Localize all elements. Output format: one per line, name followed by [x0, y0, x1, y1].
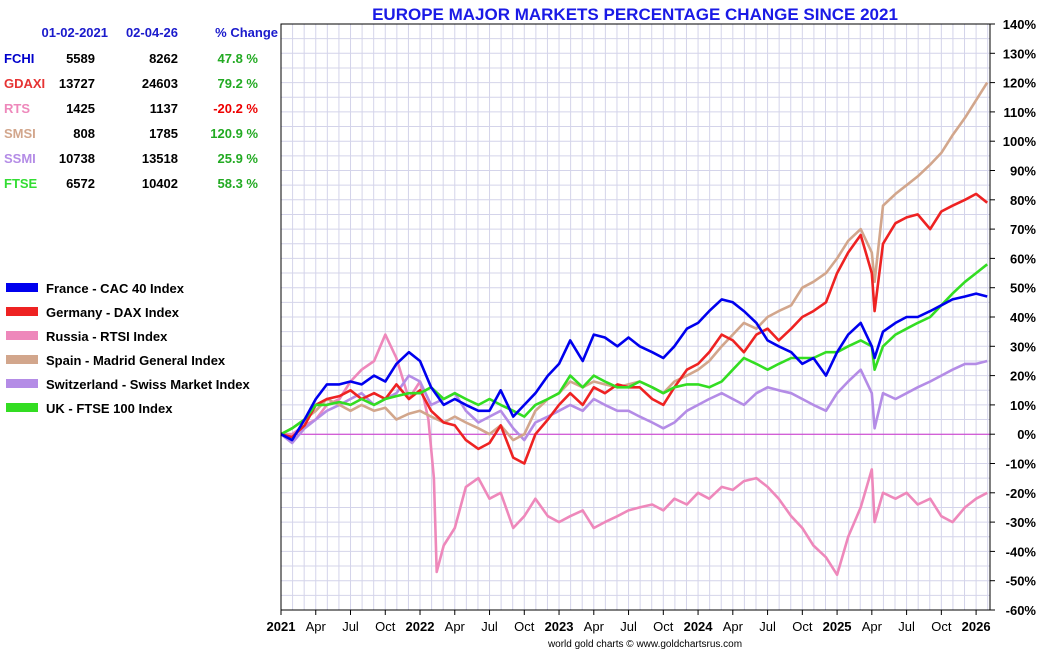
y-tick-label: 70% — [1010, 222, 1036, 237]
legend-label: Switzerland - Swiss Market Index — [46, 377, 250, 392]
legend-label: Spain - Madrid General Index — [46, 353, 226, 368]
table-row-change: 120.9 % — [210, 126, 258, 141]
table-row-name: FCHI — [4, 51, 34, 66]
y-tick-label: -50% — [1006, 574, 1037, 589]
x-tick-label: Oct — [653, 619, 674, 634]
chart-title: EUROPE MAJOR MARKETS PERCENTAGE CHANGE S… — [372, 5, 898, 24]
x-tick-label: Jul — [620, 619, 637, 634]
y-tick-label: -40% — [1006, 544, 1037, 559]
x-tick-label: Oct — [514, 619, 535, 634]
y-tick-label: 60% — [1010, 251, 1036, 266]
series-line-4 — [280, 359, 988, 445]
table-row-end: 8262 — [149, 51, 178, 66]
legend-swatch — [6, 355, 38, 364]
x-tick-label: Oct — [375, 619, 396, 634]
table-row-end: 10402 — [142, 176, 178, 191]
y-tick-label: -20% — [1006, 486, 1037, 501]
series-lines — [280, 81, 989, 577]
x-tick-label: 2026 — [962, 619, 991, 634]
y-tick-label: 120% — [1003, 76, 1037, 91]
x-tick-label: Oct — [931, 619, 952, 634]
data-table: 01-02-2021 02-04-26 % Change FCHI 5589 8262 47… — [4, 25, 278, 191]
table-row-end: 1785 — [149, 126, 178, 141]
series-line-2 — [281, 333, 988, 577]
legend-label: UK - FTSE 100 Index — [46, 401, 173, 416]
x-tick-label: Oct — [792, 619, 813, 634]
legend-swatch — [6, 379, 38, 388]
table-row-start: 6572 — [66, 176, 95, 191]
y-tick-label: 10% — [1010, 398, 1036, 413]
table-row-change: 47.8 % — [218, 51, 259, 66]
y-tick-label: -30% — [1006, 515, 1037, 530]
table-header: % Change — [215, 25, 278, 40]
y-tick-label: -10% — [1006, 457, 1037, 472]
x-tick-label: Jul — [481, 619, 498, 634]
legend-swatch — [6, 307, 38, 316]
table-row-name: FTSE — [4, 176, 38, 191]
y-tick-label: 110% — [1003, 105, 1036, 120]
x-tick-label: 2022 — [406, 619, 435, 634]
y-tick-label: 100% — [1003, 134, 1037, 149]
legend-swatch — [6, 403, 38, 412]
table-row-end: 13518 — [142, 151, 178, 166]
table-row-end: 1137 — [150, 101, 178, 116]
table-row-change: 79.2 % — [218, 76, 259, 91]
legend: France - CAC 40 Index Germany - DAX Index… — [6, 281, 250, 416]
table-row-change: 58.3 % — [218, 176, 259, 191]
x-tick-label: Jul — [342, 619, 359, 634]
x-tick-label: Jul — [898, 619, 915, 634]
y-axis: -60% -50% -40% -30% -20% -10% 0% 10% 20% 30% 40% 50… — [990, 17, 1036, 618]
series-line-1 — [280, 192, 989, 465]
table-header: 02-04-26 — [126, 25, 178, 40]
legend-swatch — [6, 331, 38, 340]
credit-text: world gold charts © www.goldchartsrus.co… — [547, 639, 742, 650]
table-row-start: 13727 — [59, 76, 95, 91]
table-row-end: 24603 — [142, 76, 178, 91]
series-line-5 — [280, 263, 989, 436]
y-tick-label: 0% — [1017, 427, 1036, 442]
legend-label: Germany - DAX Index — [46, 305, 180, 320]
table-row-start: 1425 — [66, 101, 95, 116]
x-tick-label: Apr — [584, 619, 605, 634]
x-tick-label: Apr — [862, 619, 883, 634]
x-tick-label: Jul — [759, 619, 776, 634]
table-row-name: RTS — [4, 101, 30, 116]
y-tick-label: 20% — [1010, 369, 1036, 384]
table-row-name: SMSI — [4, 126, 36, 141]
x-tick-label: 2025 — [823, 619, 852, 634]
table-row-change: -20.2 % — [213, 101, 258, 116]
table-row-name: SSMI — [4, 151, 36, 166]
y-tick-label: 30% — [1010, 339, 1036, 354]
series-line-0 — [280, 292, 988, 442]
table-row-name: GDAXI — [4, 76, 45, 91]
x-tick-label: 2024 — [684, 619, 714, 634]
y-tick-label: 90% — [1010, 164, 1036, 179]
table-row-start: 5589 — [66, 51, 95, 66]
y-tick-label: -60% — [1006, 603, 1037, 618]
y-tick-label: 50% — [1010, 281, 1036, 296]
table-row-start: 808 — [73, 126, 95, 141]
x-tick-label: 2021 — [267, 619, 296, 634]
x-axis: 2021 Apr Jul Oct 2022 Apr Jul Oct 2023 Apr Jul Oct 2… — [267, 610, 991, 634]
legend-swatch — [6, 283, 38, 292]
table-row-start: 10738 — [59, 151, 95, 166]
legend-label: France - CAC 40 Index — [46, 281, 185, 296]
y-tick-label: 40% — [1010, 310, 1036, 325]
table-row-change: 25.9 % — [218, 151, 259, 166]
legend-label: Russia - RTSI Index — [46, 329, 168, 344]
y-tick-label: 130% — [1003, 46, 1037, 61]
x-tick-label: Apr — [306, 619, 327, 634]
y-tick-label: 80% — [1010, 193, 1036, 208]
grid — [280, 23, 990, 611]
table-header: 01-02-2021 — [42, 25, 109, 40]
x-tick-label: Apr — [723, 619, 744, 634]
x-tick-label: 2023 — [545, 619, 574, 634]
y-tick-label: 140% — [1003, 17, 1037, 32]
x-tick-label: Apr — [445, 619, 466, 634]
